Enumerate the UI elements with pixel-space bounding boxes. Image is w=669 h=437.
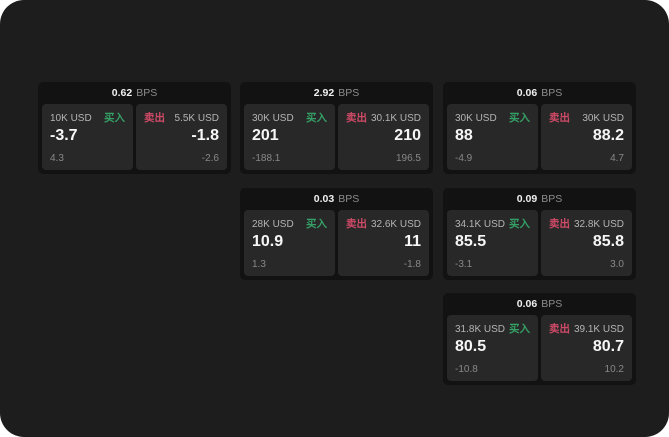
buy-side-label: 买入 xyxy=(509,112,530,124)
buy-amount: 10K USD xyxy=(50,113,92,124)
buy-price: -3.7 xyxy=(50,127,78,144)
sell-quote-panel[interactable]: 卖出 5.5K USD -1.8 -2.6 xyxy=(136,104,227,170)
buy-amount: 30K USD xyxy=(252,113,294,124)
bps-value: 0.09 xyxy=(516,193,538,205)
quote-card: 0.06 BPS 30K USD 买入 88 -4.9 卖出 30K USD 8… xyxy=(443,82,636,174)
bps-value: 2.92 xyxy=(313,87,335,99)
quote-panels: 34.1K USD 买入 85.5 -3.1 卖出 32.8K USD 85.8… xyxy=(443,210,636,280)
sell-side-label: 卖出 xyxy=(549,323,570,335)
sell-amount: 5.5K USD xyxy=(174,113,219,124)
buy-price: 88 xyxy=(455,127,473,144)
bps-value: 0.62 xyxy=(111,87,133,99)
sell-amount: 30.1K USD xyxy=(370,113,421,124)
bps-unit-label: BPS xyxy=(338,87,360,99)
bps-unit-label: BPS xyxy=(541,193,563,205)
quote-card: 0.06 BPS 31.8K USD 买入 80.5 -10.8 卖出 39.1… xyxy=(443,293,636,385)
quote-panels: 30K USD 买入 201 -188.1 卖出 30.1K USD 210 1… xyxy=(240,104,433,174)
buy-quote-panel[interactable]: 30K USD 买入 88 -4.9 xyxy=(447,104,538,170)
buy-quote-panel[interactable]: 28K USD 买入 10.9 1.3 xyxy=(244,210,335,276)
buy-price: 80.5 xyxy=(455,338,487,355)
sell-price: 85.8 xyxy=(592,233,624,250)
bps-header: 0.06 BPS xyxy=(443,82,636,104)
bps-unit-label: BPS xyxy=(541,298,563,310)
quote-card: 0.09 BPS 34.1K USD 买入 85.5 -3.1 卖出 32.8K… xyxy=(443,188,636,280)
sell-price: 210 xyxy=(394,127,421,144)
quote-card: 0.62 BPS 10K USD 买入 -3.7 4.3 卖出 5.5K USD… xyxy=(38,82,231,174)
sell-amount: 39.1K USD xyxy=(573,324,624,335)
sell-amount: 32.6K USD xyxy=(370,219,421,230)
sell-quote-panel[interactable]: 卖出 39.1K USD 80.7 10.2 xyxy=(541,315,632,381)
buy-amount: 30K USD xyxy=(455,113,497,124)
bps-unit-label: BPS xyxy=(136,87,158,99)
buy-side-label: 买入 xyxy=(306,218,327,230)
sell-quote-panel[interactable]: 卖出 32.8K USD 85.8 3.0 xyxy=(541,210,632,276)
bps-value: 0.03 xyxy=(313,193,335,205)
sell-side-label: 卖出 xyxy=(144,112,165,124)
sell-amount: 30K USD xyxy=(582,113,624,124)
quote-panels: 31.8K USD 买入 80.5 -10.8 卖出 39.1K USD 80.… xyxy=(443,315,636,385)
buy-price: 201 xyxy=(252,127,279,144)
sell-quote-panel[interactable]: 卖出 30K USD 88.2 4.7 xyxy=(541,104,632,170)
sell-price: -1.8 xyxy=(191,127,219,144)
buy-side-label: 买入 xyxy=(104,112,125,124)
sell-sub-value: -2.6 xyxy=(201,153,219,164)
quote-panels: 10K USD 买入 -3.7 4.3 卖出 5.5K USD -1.8 -2.… xyxy=(38,104,231,174)
buy-sub-value: -3.1 xyxy=(455,259,473,270)
quote-card: 0.03 BPS 28K USD 买入 10.9 1.3 卖出 32.6K US… xyxy=(240,188,433,280)
bps-unit-label: BPS xyxy=(541,87,563,99)
sell-sub-value: -1.8 xyxy=(403,259,421,270)
bps-value: 0.06 xyxy=(516,298,538,310)
buy-sub-value: 1.3 xyxy=(252,259,266,270)
sell-amount: 32.8K USD xyxy=(573,219,624,230)
buy-price: 10.9 xyxy=(252,233,284,250)
sell-price: 88.2 xyxy=(592,127,624,144)
buy-side-label: 买入 xyxy=(306,112,327,124)
sell-price: 80.7 xyxy=(592,338,624,355)
bps-header: 0.06 BPS xyxy=(443,293,636,315)
sell-sub-value: 4.7 xyxy=(610,153,624,164)
sell-price: 11 xyxy=(404,233,421,250)
buy-sub-value: -4.9 xyxy=(455,153,473,164)
buy-price: 85.5 xyxy=(455,233,487,250)
buy-quote-panel[interactable]: 34.1K USD 买入 85.5 -3.1 xyxy=(447,210,538,276)
buy-quote-panel[interactable]: 10K USD 买入 -3.7 4.3 xyxy=(42,104,133,170)
quote-panels: 30K USD 买入 88 -4.9 卖出 30K USD 88.2 4.7 xyxy=(443,104,636,174)
buy-quote-panel[interactable]: 31.8K USD 买入 80.5 -10.8 xyxy=(447,315,538,381)
buy-quote-panel[interactable]: 30K USD 买入 201 -188.1 xyxy=(244,104,335,170)
buy-sub-value: -188.1 xyxy=(252,153,281,164)
sell-side-label: 卖出 xyxy=(346,112,367,124)
buy-amount: 31.8K USD xyxy=(455,324,506,335)
buy-side-label: 买入 xyxy=(509,218,530,230)
buy-sub-value: -10.8 xyxy=(455,364,478,375)
bps-header: 2.92 BPS xyxy=(240,82,433,104)
quote-panels: 28K USD 买入 10.9 1.3 卖出 32.6K USD 11 -1.8 xyxy=(240,210,433,280)
bps-unit-label: BPS xyxy=(338,193,360,205)
buy-side-label: 买入 xyxy=(509,323,530,335)
sell-quote-panel[interactable]: 卖出 32.6K USD 11 -1.8 xyxy=(338,210,429,276)
bps-header: 0.09 BPS xyxy=(443,188,636,210)
bps-header: 0.62 BPS xyxy=(38,82,231,104)
sell-side-label: 卖出 xyxy=(549,218,570,230)
bps-header: 0.03 BPS xyxy=(240,188,433,210)
sell-side-label: 卖出 xyxy=(549,112,570,124)
quote-card: 2.92 BPS 30K USD 买入 201 -188.1 卖出 30.1K … xyxy=(240,82,433,174)
buy-amount: 28K USD xyxy=(252,219,294,230)
sell-quote-panel[interactable]: 卖出 30.1K USD 210 196.5 xyxy=(338,104,429,170)
sell-side-label: 卖出 xyxy=(346,218,367,230)
sell-sub-value: 10.2 xyxy=(604,364,624,375)
buy-amount: 34.1K USD xyxy=(455,219,506,230)
sell-sub-value: 3.0 xyxy=(610,259,624,270)
buy-sub-value: 4.3 xyxy=(50,153,64,164)
sell-sub-value: 196.5 xyxy=(395,153,421,164)
bps-value: 0.06 xyxy=(516,87,538,99)
